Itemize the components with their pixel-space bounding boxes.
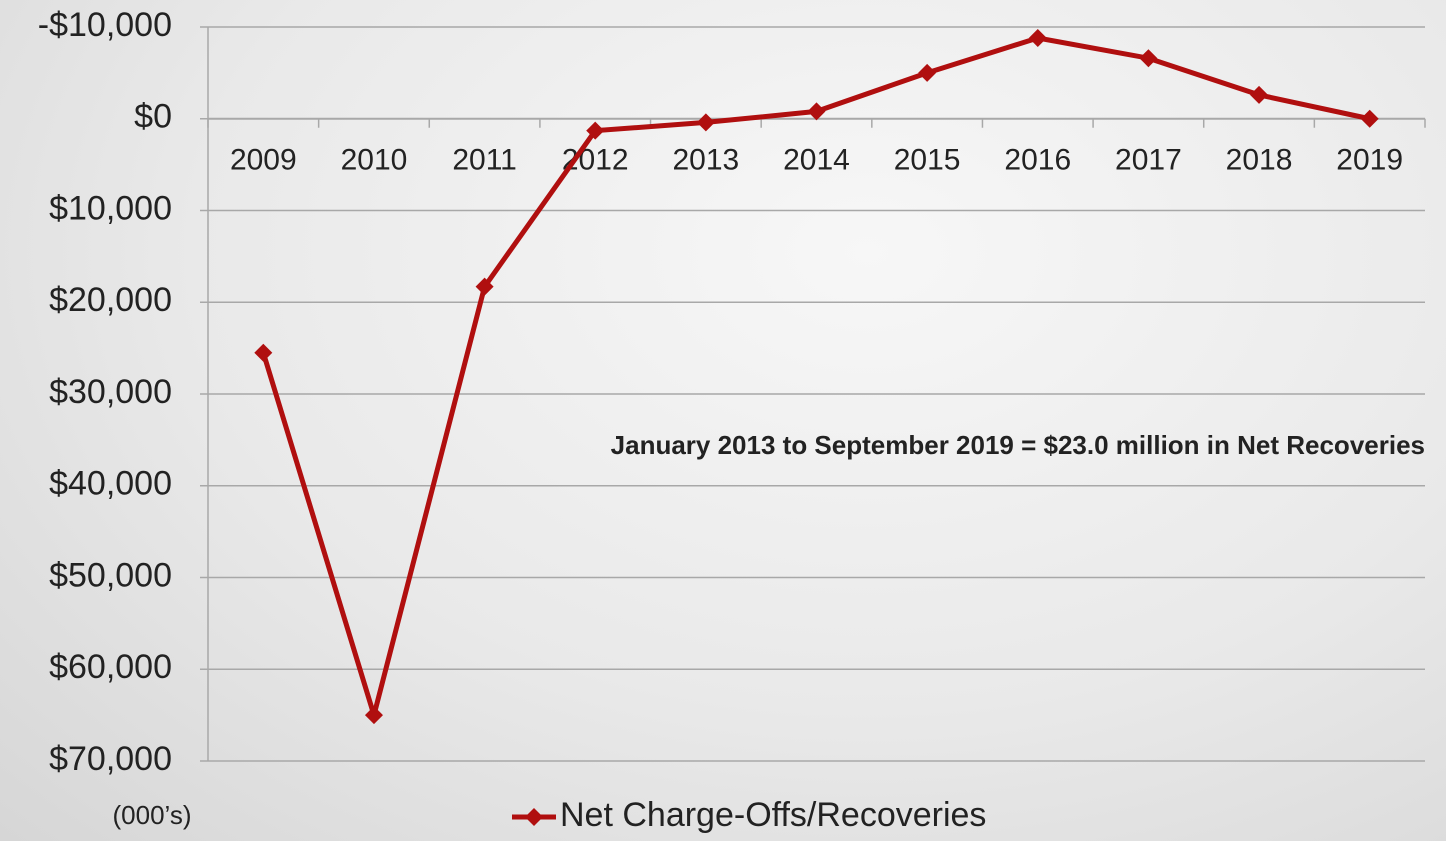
x-tick-label: 2019 — [1336, 144, 1403, 177]
y-tick-label: $40,000 — [49, 465, 172, 503]
marker — [1360, 109, 1379, 128]
x-tick-label: 2018 — [1226, 144, 1293, 177]
legend-marker — [525, 808, 543, 826]
legend-label: Net Charge-Offs/Recoveries — [560, 796, 986, 834]
marker — [696, 113, 715, 132]
y-tick-label: $0 — [134, 98, 172, 136]
y-tick-label: $50,000 — [49, 556, 172, 594]
annotation: January 2013 to September 2019 = $23.0 m… — [611, 430, 1425, 460]
y-tick-label: $30,000 — [49, 373, 172, 411]
marker — [475, 277, 494, 296]
marker — [1250, 85, 1269, 104]
marker — [918, 63, 937, 82]
x-tick-label: 2013 — [672, 144, 739, 177]
series-line — [260, 35, 1371, 718]
marker — [807, 102, 826, 121]
marker — [586, 121, 605, 140]
x-tick-label: 2015 — [894, 144, 961, 177]
marker — [364, 706, 383, 725]
marker — [254, 343, 273, 362]
x-tick-label: 2011 — [452, 144, 517, 177]
y-tick-label: $20,000 — [49, 281, 172, 319]
y-tick-label: $60,000 — [49, 648, 172, 686]
marker — [1028, 29, 1047, 48]
x-tick-label: 2017 — [1115, 144, 1182, 177]
x-tick-label: 2009 — [230, 144, 297, 177]
x-tick-label: 2014 — [783, 144, 850, 177]
y-tick-label: $10,000 — [49, 189, 172, 227]
x-tick-label: 2010 — [341, 144, 408, 177]
unit-note: (000’s) — [112, 800, 191, 830]
y-tick-label: -$10,000 — [38, 6, 172, 44]
y-tick-label: $70,000 — [49, 740, 172, 778]
x-tick-label: 2016 — [1004, 144, 1071, 177]
marker — [1139, 49, 1158, 68]
